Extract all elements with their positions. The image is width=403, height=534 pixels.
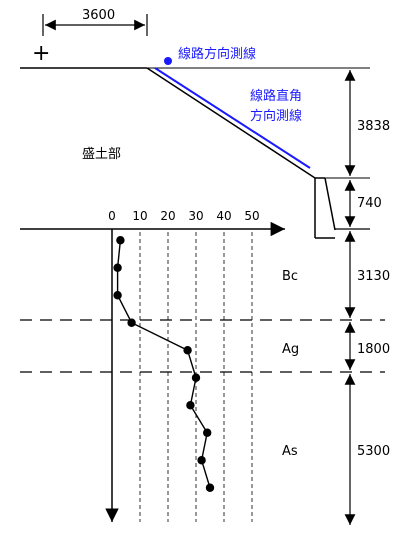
n-value-chart: 0 10 20 30 40 50	[105, 209, 260, 522]
perpendicular-label-2: 方向測線	[250, 108, 302, 124]
perpendicular-label-1: 線路直角	[250, 88, 302, 104]
x-tick-label: 0	[108, 209, 116, 223]
n-value-point	[203, 428, 212, 437]
n-value-series-line	[116, 240, 211, 488]
dim-embankment: 3838	[357, 119, 390, 134]
n-value-point	[186, 401, 195, 410]
x-tick-label: 30	[188, 209, 203, 223]
n-value-point	[113, 291, 122, 300]
x-tick-label: 50	[244, 209, 259, 223]
offset-dimension: 3600	[42, 8, 148, 36]
dim-bc: 3130	[357, 269, 390, 284]
survey-point-marker	[164, 57, 172, 65]
track-direction-label: 線路方向測線	[178, 46, 256, 62]
origin-mark: +	[32, 41, 50, 66]
n-value-point	[127, 318, 136, 327]
survey-lines: 線路方向測線 線路直角 方向測線	[154, 46, 311, 169]
offset-dimension-label: 3600	[82, 8, 115, 23]
dim-footing: 740	[357, 196, 382, 211]
x-tick-label: 40	[216, 209, 231, 223]
n-value-point	[191, 373, 201, 382]
embankment-label: 盛土部	[82, 147, 121, 162]
n-value-point	[113, 263, 122, 272]
dim-as: 5300	[357, 444, 390, 459]
n-value-point	[205, 483, 215, 492]
embankment-profile	[20, 67, 370, 239]
layer-as: As	[282, 444, 298, 459]
n-value-point	[197, 456, 206, 465]
x-tick-label: 10	[132, 209, 147, 223]
n-value-point	[183, 346, 192, 355]
n-value-point	[116, 236, 125, 245]
vertical-dimension-chain: 3838 740 3130 1800 5300	[344, 70, 390, 525]
x-tick-label: 20	[160, 209, 175, 223]
layer-bc: Bc	[282, 269, 298, 284]
layer-ag: Ag	[282, 342, 299, 357]
dim-ag: 1800	[357, 342, 390, 357]
